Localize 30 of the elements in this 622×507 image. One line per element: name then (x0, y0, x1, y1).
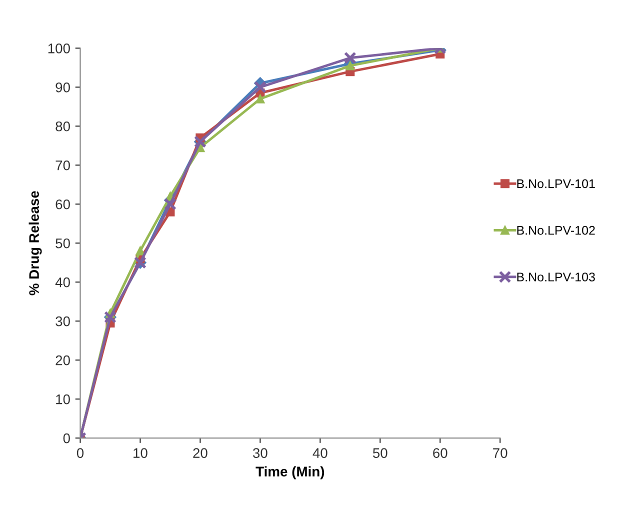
x-tick-label: 10 (134, 448, 148, 458)
legend-label: B.No.LPV-103 (517, 272, 595, 282)
x-tick-label: 20 (193, 448, 208, 458)
legend-label: B.No.LPV-101 (517, 179, 595, 188)
y-tick-label: 100 (48, 44, 70, 54)
x-tick-label: 40 (312, 448, 328, 458)
point (254, 80, 266, 94)
y-tick-label: 60 (56, 199, 70, 210)
x-tick-label: 30 (252, 448, 268, 458)
y-tick-label: 90 (56, 82, 70, 92)
y-tick-label: 40 (55, 277, 70, 288)
y-tick-label: 80 (56, 121, 70, 132)
point (256, 94, 265, 104)
x-tick-label: 0 (76, 448, 84, 458)
x-tick-label: 50 (372, 448, 388, 458)
x-tick-label: 70 (493, 448, 508, 458)
y-tick-label: 70 (56, 160, 70, 170)
y-tick-label: 20 (56, 355, 70, 366)
y-tick-label: 30 (56, 316, 70, 326)
y-tick-label: 50 (56, 238, 70, 248)
x-axis-title: Time (Min) (256, 466, 324, 480)
point (346, 61, 355, 70)
x-tick-label: 60 (433, 448, 448, 458)
y-axis-title: % Drug Release (28, 191, 42, 296)
legend-label: B.No.LPV-102 (517, 226, 595, 235)
point (164, 198, 176, 210)
point (344, 52, 356, 64)
y-tick-label: 10 (56, 394, 70, 404)
point (136, 246, 145, 256)
y-tick-label: 0 (63, 433, 70, 444)
